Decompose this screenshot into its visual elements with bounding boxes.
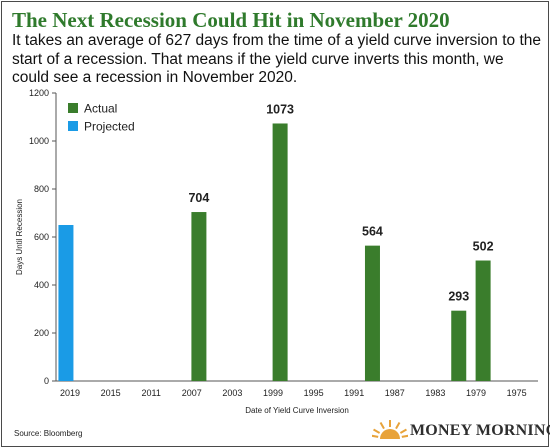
sunrise-logo-icon bbox=[372, 420, 408, 439]
x-tick-label: 2011 bbox=[142, 388, 161, 398]
x-tick-label: 1991 bbox=[344, 388, 364, 398]
x-tick-label: 1975 bbox=[507, 388, 527, 398]
x-tick-label: 2019 bbox=[60, 388, 80, 398]
y-axis-title: Days Until Recession bbox=[15, 199, 24, 275]
x-axis-title: Date of Yield Curve Inversion bbox=[245, 406, 349, 415]
legend-swatch bbox=[68, 103, 78, 113]
x-tick-label: 2015 bbox=[101, 388, 121, 398]
y-tick-label: 600 bbox=[34, 232, 49, 242]
data-label: 1073 bbox=[266, 102, 294, 116]
y-tick-label: 1200 bbox=[29, 88, 49, 98]
data-label: 502 bbox=[473, 240, 494, 254]
y-tick-label: 0 bbox=[44, 376, 49, 386]
source-note: Source: Bloomberg bbox=[14, 429, 83, 438]
y-tick-label: 200 bbox=[34, 328, 49, 338]
data-label: 293 bbox=[448, 290, 469, 304]
x-tick-label: 2007 bbox=[182, 388, 202, 398]
bar bbox=[272, 123, 288, 381]
x-tick-label: 1979 bbox=[466, 388, 486, 398]
x-tick-label: 2003 bbox=[222, 388, 242, 398]
x-tick-label: 1983 bbox=[425, 388, 445, 398]
y-tick-label: 400 bbox=[34, 280, 49, 290]
data-label: 704 bbox=[188, 191, 209, 205]
money-morning-logo: MONEY MORNING bbox=[372, 418, 550, 442]
bar bbox=[475, 260, 491, 381]
logo-wordmark: MONEY MORNING bbox=[410, 422, 550, 439]
legend-label: Actual bbox=[84, 102, 117, 116]
page-title: The Next Recession Could Hit in November… bbox=[12, 8, 450, 32]
data-label: 564 bbox=[362, 225, 383, 239]
bar bbox=[58, 225, 74, 381]
y-tick-label: 800 bbox=[34, 184, 49, 194]
page-subtitle: It takes an average of 627 days from the… bbox=[12, 32, 542, 86]
legend-swatch bbox=[68, 121, 78, 131]
legend-label: Projected bbox=[84, 120, 135, 134]
x-tick-label: 1995 bbox=[304, 388, 324, 398]
bar bbox=[451, 310, 467, 381]
x-tick-label: 1987 bbox=[385, 388, 405, 398]
bar bbox=[364, 245, 380, 381]
y-tick-label: 1000 bbox=[29, 136, 49, 146]
bar bbox=[191, 212, 207, 381]
x-tick-label: 1999 bbox=[263, 388, 283, 398]
